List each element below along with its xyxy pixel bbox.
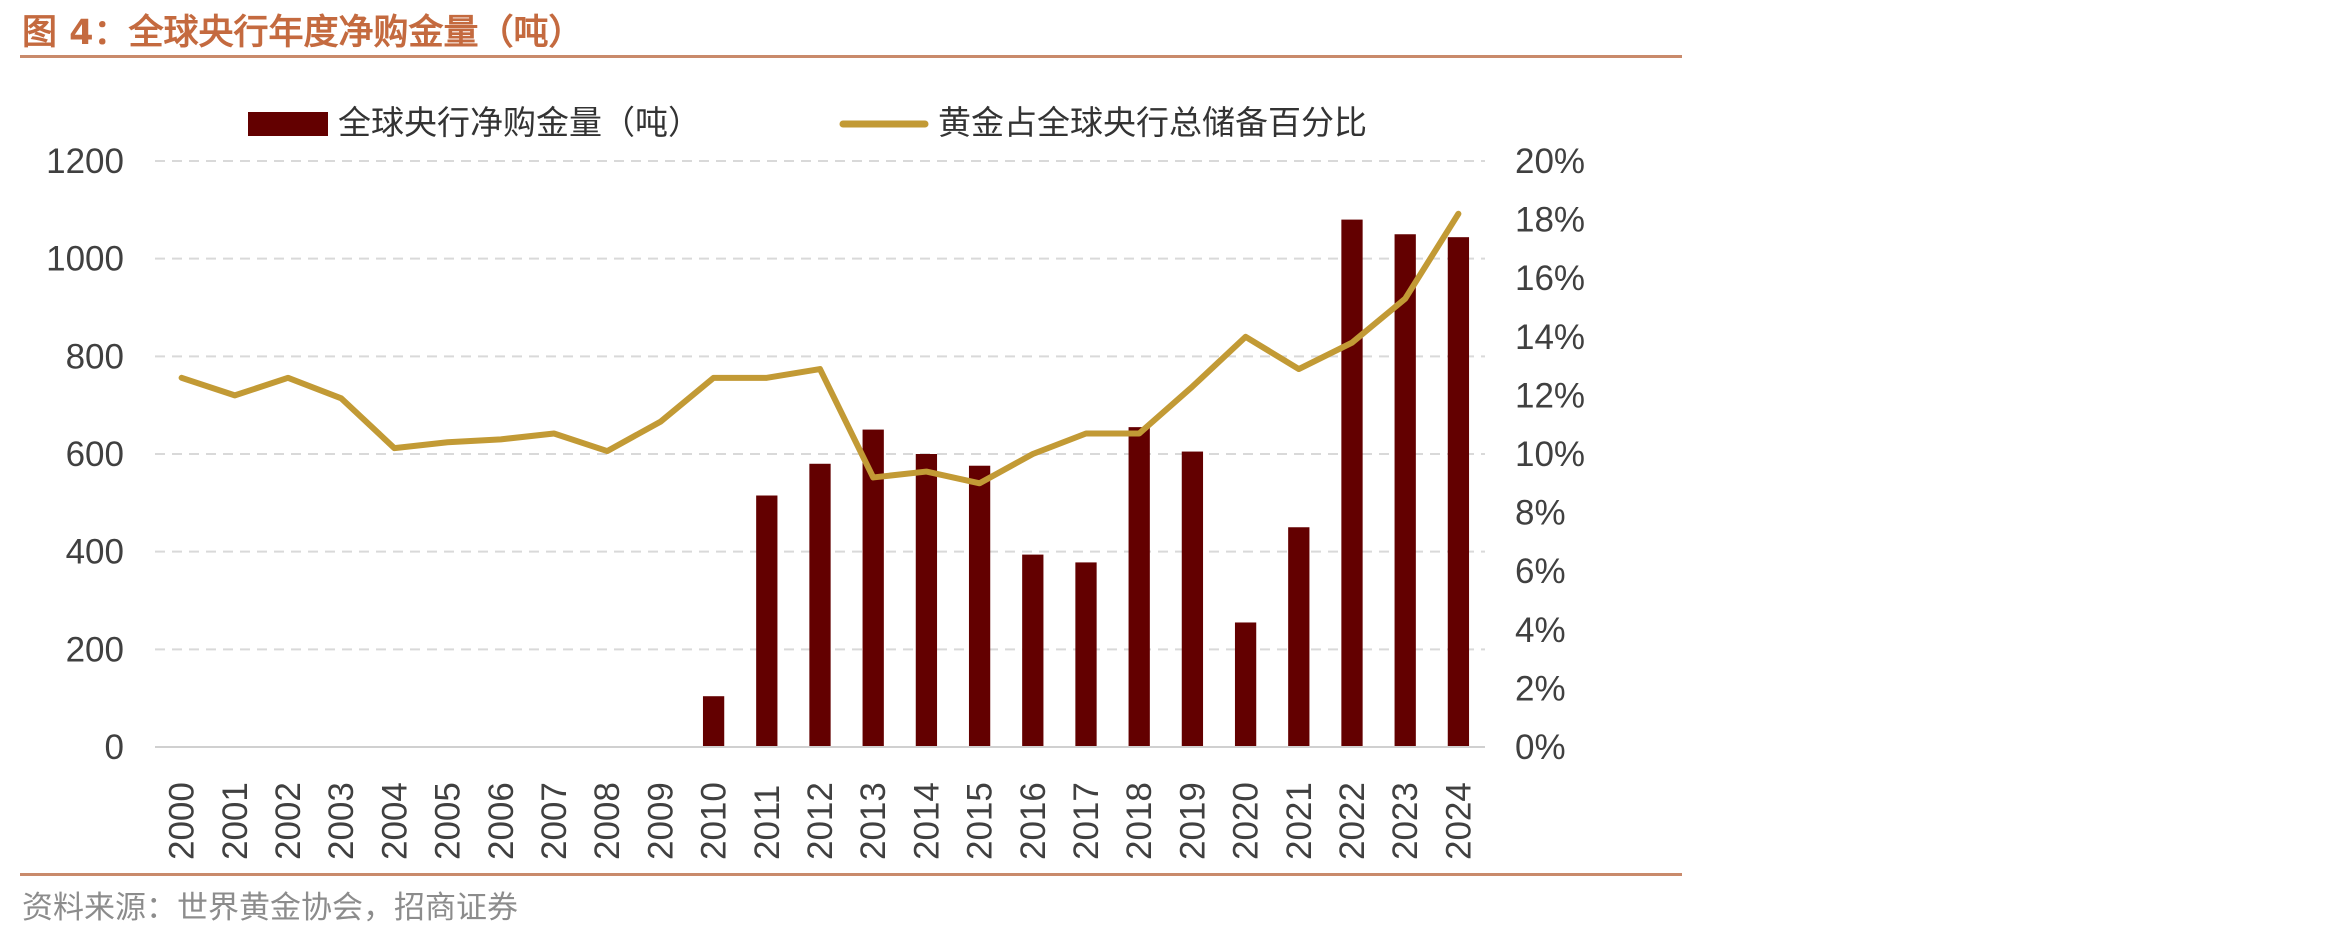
legend-bar-swatch — [248, 112, 328, 136]
y-right-tick-label: 0% — [1515, 728, 1566, 767]
x-tick-label: 2012 — [801, 782, 840, 860]
bar-series — [702, 219, 1470, 748]
x-tick-label: 2024 — [1439, 782, 1478, 860]
bar — [1288, 527, 1310, 747]
x-tick-label: 2019 — [1173, 782, 1212, 860]
bar — [1022, 554, 1044, 747]
x-tick-label: 2007 — [535, 782, 574, 860]
x-tick-label: 2022 — [1333, 782, 1372, 860]
source-divider — [20, 873, 1682, 876]
y-right-tick-label: 2% — [1515, 669, 1566, 708]
x-tick-label: 2009 — [641, 782, 680, 860]
y-right-tick-label: 6% — [1515, 552, 1566, 591]
x-tick-label: 2020 — [1227, 782, 1266, 860]
line-series — [178, 210, 1462, 487]
x-tick-label: 2008 — [588, 782, 627, 860]
x-tick-label: 2000 — [163, 782, 202, 860]
y-left-tick-label: 400 — [66, 533, 124, 572]
legend: 全球央行净购金量（吨） 黄金占全球央行总储备百分比 — [248, 104, 1367, 141]
bar — [756, 495, 778, 747]
y-left-tick-label: 1000 — [46, 240, 124, 279]
x-tick-label: 2018 — [1120, 782, 1159, 860]
bar — [1394, 234, 1416, 747]
x-tick-label: 2004 — [375, 782, 414, 860]
y-right-tick-label: 18% — [1515, 201, 1585, 240]
x-tick-label: 2023 — [1386, 782, 1425, 860]
source-note: 资料来源：世界黄金协会，招商证券 — [22, 890, 518, 926]
bar — [1075, 562, 1097, 747]
bar — [809, 463, 831, 747]
y-right-tick-label: 16% — [1515, 259, 1585, 298]
legend-bar-label: 全球央行净购金量（吨） — [338, 104, 701, 141]
x-tick-label: 2016 — [1014, 782, 1053, 860]
y-left-tick-label: 0 — [105, 728, 124, 767]
x-tick-label: 2005 — [429, 782, 468, 860]
y-right-tick-label: 8% — [1515, 494, 1566, 533]
y-left-tick-label: 200 — [66, 630, 124, 669]
bar — [702, 696, 725, 747]
bar — [915, 454, 938, 747]
bar — [968, 465, 991, 747]
bar — [1128, 427, 1150, 747]
axes: 0 200 400 600 800 1000 1200 0% 2% 4% 6% 8% 10% 12% 14%… — [46, 142, 1585, 860]
x-tick-label: 2011 — [748, 785, 787, 860]
x-tick-label: 2013 — [854, 782, 893, 860]
figure-title: 图 4：全球央行年度净购金量（吨） — [22, 13, 584, 53]
bar — [1234, 622, 1257, 747]
bar — [1447, 237, 1470, 747]
bar — [1181, 451, 1204, 747]
x-tick-label: 2001 — [216, 782, 255, 860]
y-right-tick-label: 14% — [1515, 318, 1585, 357]
bar — [862, 429, 884, 747]
y-left-tick-label: 1200 — [46, 142, 124, 181]
y-left-tick-label: 600 — [66, 435, 124, 474]
y-right-tick-label: 10% — [1515, 435, 1585, 474]
x-tick-label: 2006 — [482, 782, 521, 860]
bar — [1341, 219, 1363, 748]
percentage-line — [178, 210, 1462, 487]
x-tick-label: 2014 — [907, 782, 946, 860]
legend-line-label: 黄金占全球央行总储备百分比 — [938, 104, 1367, 141]
x-tick-label: 2015 — [961, 782, 1000, 860]
x-tick-label: 2003 — [322, 782, 361, 860]
y-right-tick-label: 12% — [1515, 376, 1585, 415]
x-tick-label: 2017 — [1067, 782, 1106, 860]
x-tick-label: 2010 — [695, 782, 734, 860]
x-tick-label: 2002 — [269, 782, 308, 860]
y-left-tick-label: 800 — [66, 337, 124, 376]
x-tick-label: 2021 — [1280, 782, 1319, 860]
y-right-tick-label: 20% — [1515, 142, 1585, 181]
title-divider — [20, 55, 1682, 58]
y-right-tick-label: 4% — [1515, 611, 1566, 650]
